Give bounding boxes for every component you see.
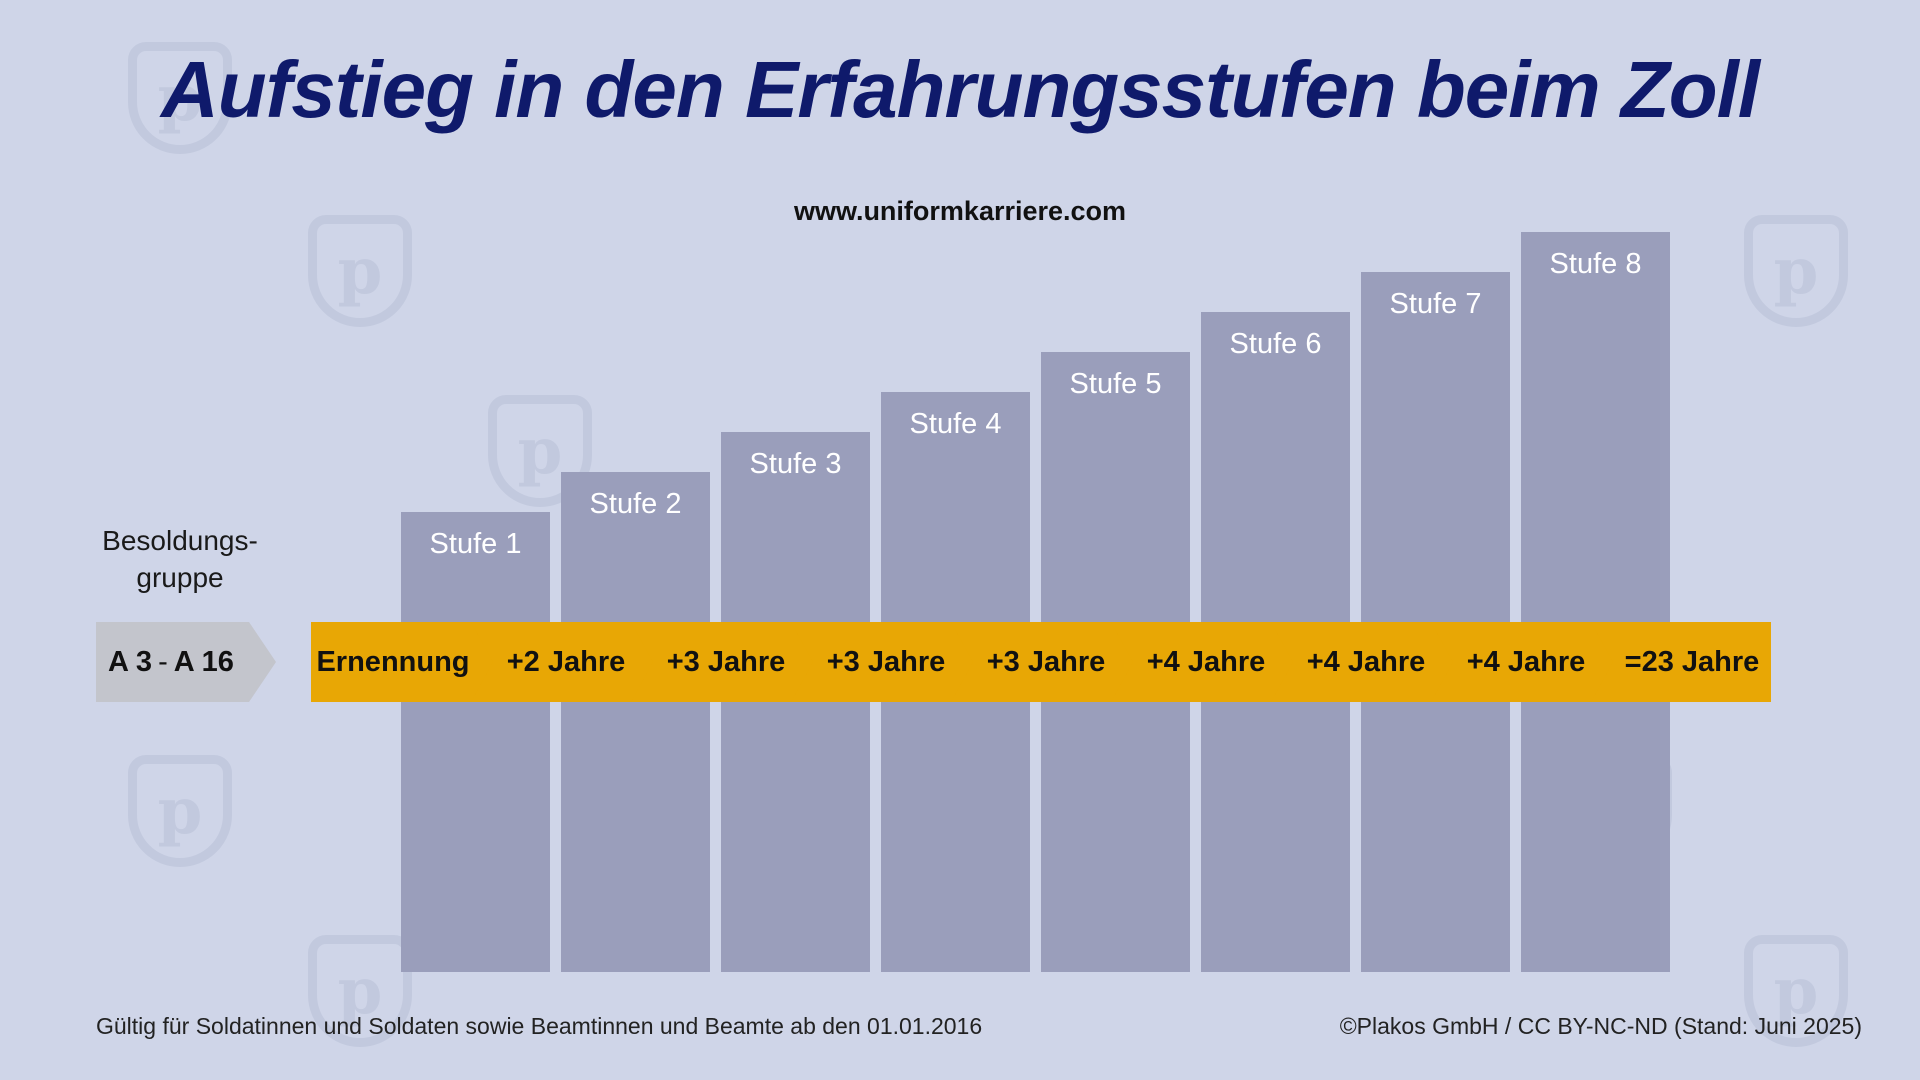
timeline-step-label: +3 Jahre bbox=[826, 645, 946, 678]
timeline-step: +3 Jahre bbox=[791, 622, 975, 702]
pay-grade-separator: - bbox=[158, 645, 168, 678]
timeline-step-label: +4 Jahre bbox=[1466, 645, 1586, 678]
timeline-step-label: =23 Jahre bbox=[1624, 645, 1760, 678]
stage-label: Stufe 5 bbox=[1069, 368, 1162, 400]
timeline-step-label: +4 Jahre bbox=[1306, 645, 1426, 678]
timeline-step: +2 Jahre bbox=[471, 622, 655, 702]
plakos-shield-icon: p bbox=[308, 215, 412, 327]
stage-bar-2: Stufe 2 bbox=[561, 472, 710, 972]
stage-label: Stufe 1 bbox=[429, 528, 522, 560]
stage-label: Stufe 2 bbox=[589, 488, 682, 520]
page-title: Aufstieg in den Erfahrungsstufen beim Zo… bbox=[160, 45, 1760, 134]
stage-bar-8: Stufe 8 bbox=[1521, 232, 1670, 972]
stage-bar-3: Stufe 3 bbox=[721, 432, 870, 972]
timeline-total: =23 Jahre bbox=[1591, 622, 1771, 702]
stage-label: Stufe 4 bbox=[909, 408, 1002, 440]
website-url: www.uniformkarriere.com bbox=[793, 196, 1127, 226]
plakos-shield-icon: p bbox=[1744, 215, 1848, 327]
validity-note: Gültig für Soldatinnen und Soldaten sowi… bbox=[96, 1013, 983, 1039]
copyright-note: ©Plakos GmbH / CC BY-NC-ND (Stand: Juni … bbox=[1339, 1013, 1862, 1039]
pay-grade-label: Besoldungs- gruppe bbox=[102, 525, 258, 593]
timeline-step-label: +4 Jahre bbox=[1146, 645, 1266, 678]
timeline-step: Ernennung bbox=[311, 622, 495, 702]
timeline-step: +3 Jahre bbox=[951, 622, 1135, 702]
timeline-step-label: +3 Jahre bbox=[666, 645, 786, 678]
timeline-step-label: Ernennung bbox=[316, 645, 470, 678]
pay-grade-from: A 3 bbox=[108, 645, 153, 678]
timeline-step: +4 Jahre bbox=[1271, 622, 1455, 702]
pay-grade-to: A 16 bbox=[173, 645, 234, 678]
timeline-step: +4 Jahre bbox=[1431, 622, 1615, 702]
stage-label: Stufe 7 bbox=[1389, 288, 1482, 320]
timeline-step: +3 Jahre bbox=[631, 622, 815, 702]
stage-label: Stufe 3 bbox=[749, 448, 842, 480]
timeline-step: +4 Jahre bbox=[1111, 622, 1295, 702]
stage-label: Stufe 6 bbox=[1229, 328, 1322, 360]
plakos-shield-icon: p bbox=[128, 755, 232, 867]
timeline-step-label: +3 Jahre bbox=[986, 645, 1106, 678]
pay-grade-box: A 3 - A 16 bbox=[96, 622, 276, 702]
stage-label: Stufe 8 bbox=[1549, 248, 1642, 280]
timeline-step-label: +2 Jahre bbox=[506, 645, 626, 678]
stage-bar-1: Stufe 1 bbox=[401, 512, 550, 972]
